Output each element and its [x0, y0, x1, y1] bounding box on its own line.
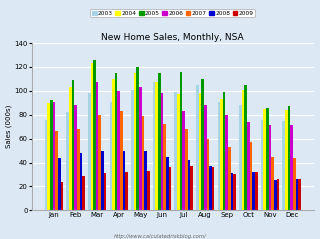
Bar [244, 85, 247, 210]
Bar [182, 111, 185, 210]
Bar [147, 171, 149, 210]
Bar [112, 79, 115, 210]
Bar [266, 108, 269, 210]
Y-axis label: Sales (000s): Sales (000s) [5, 105, 12, 148]
Bar [296, 179, 298, 210]
Bar [79, 153, 82, 210]
Bar [60, 182, 63, 210]
Bar [174, 92, 177, 210]
Bar [239, 105, 242, 210]
Bar [55, 131, 58, 210]
Bar [190, 166, 193, 210]
Bar [250, 142, 252, 210]
Bar [196, 85, 199, 210]
Bar [115, 73, 117, 210]
Bar [53, 102, 55, 210]
Bar [117, 91, 120, 210]
Bar [156, 82, 158, 210]
Bar [88, 93, 91, 210]
Bar [285, 110, 288, 210]
Bar [123, 151, 125, 210]
Bar [136, 67, 139, 210]
Bar [177, 94, 180, 210]
Bar [72, 80, 74, 210]
Bar [252, 172, 255, 210]
Bar [93, 60, 96, 210]
Bar [201, 79, 204, 210]
Bar [218, 102, 220, 210]
Bar [82, 176, 85, 210]
Bar [220, 99, 223, 210]
Bar [290, 125, 293, 210]
Bar [134, 73, 136, 210]
Bar [204, 105, 206, 210]
Bar [139, 87, 142, 210]
Bar [188, 160, 190, 210]
Title: New Home Sales, Monthly, NSA: New Home Sales, Monthly, NSA [101, 33, 244, 42]
Bar [67, 112, 69, 210]
Bar [180, 72, 182, 210]
Bar [142, 116, 144, 210]
Bar [91, 63, 93, 210]
Text: http://www.calculatedriskblog.com/: http://www.calculatedriskblog.com/ [114, 234, 206, 239]
Bar [96, 82, 99, 210]
Bar [242, 90, 244, 210]
Bar [158, 73, 161, 210]
Bar [153, 82, 156, 210]
Bar [161, 93, 163, 210]
Bar [144, 151, 147, 210]
Bar [271, 157, 274, 210]
Bar [274, 180, 276, 210]
Bar [101, 151, 104, 210]
Bar [99, 115, 101, 210]
Bar [231, 173, 233, 210]
Bar [47, 103, 50, 210]
Bar [45, 120, 47, 210]
Bar [166, 157, 169, 210]
Bar [233, 174, 236, 210]
Legend: 2003, 2004, 2005, 2006, 2007, 2008, 2009: 2003, 2004, 2005, 2006, 2007, 2008, 2009 [91, 9, 255, 17]
Bar [269, 125, 271, 210]
Bar [293, 158, 296, 210]
Bar [199, 93, 201, 210]
Bar [206, 139, 209, 210]
Bar [120, 111, 123, 210]
Bar [263, 109, 266, 210]
Bar [69, 87, 72, 210]
Bar [169, 167, 171, 210]
Bar [228, 147, 231, 210]
Bar [276, 179, 279, 210]
Bar [223, 92, 226, 210]
Bar [283, 121, 285, 210]
Bar [255, 172, 258, 210]
Bar [288, 106, 290, 210]
Bar [226, 115, 228, 210]
Bar [163, 124, 166, 210]
Bar [131, 90, 134, 210]
Bar [104, 173, 106, 210]
Bar [50, 100, 53, 210]
Bar [298, 179, 301, 210]
Bar [77, 129, 79, 210]
Bar [212, 167, 214, 210]
Bar [209, 166, 212, 210]
Bar [185, 129, 188, 210]
Bar [125, 172, 128, 210]
Bar [261, 120, 263, 210]
Bar [74, 105, 77, 210]
Bar [58, 158, 60, 210]
Bar [110, 102, 112, 210]
Bar [247, 122, 250, 210]
